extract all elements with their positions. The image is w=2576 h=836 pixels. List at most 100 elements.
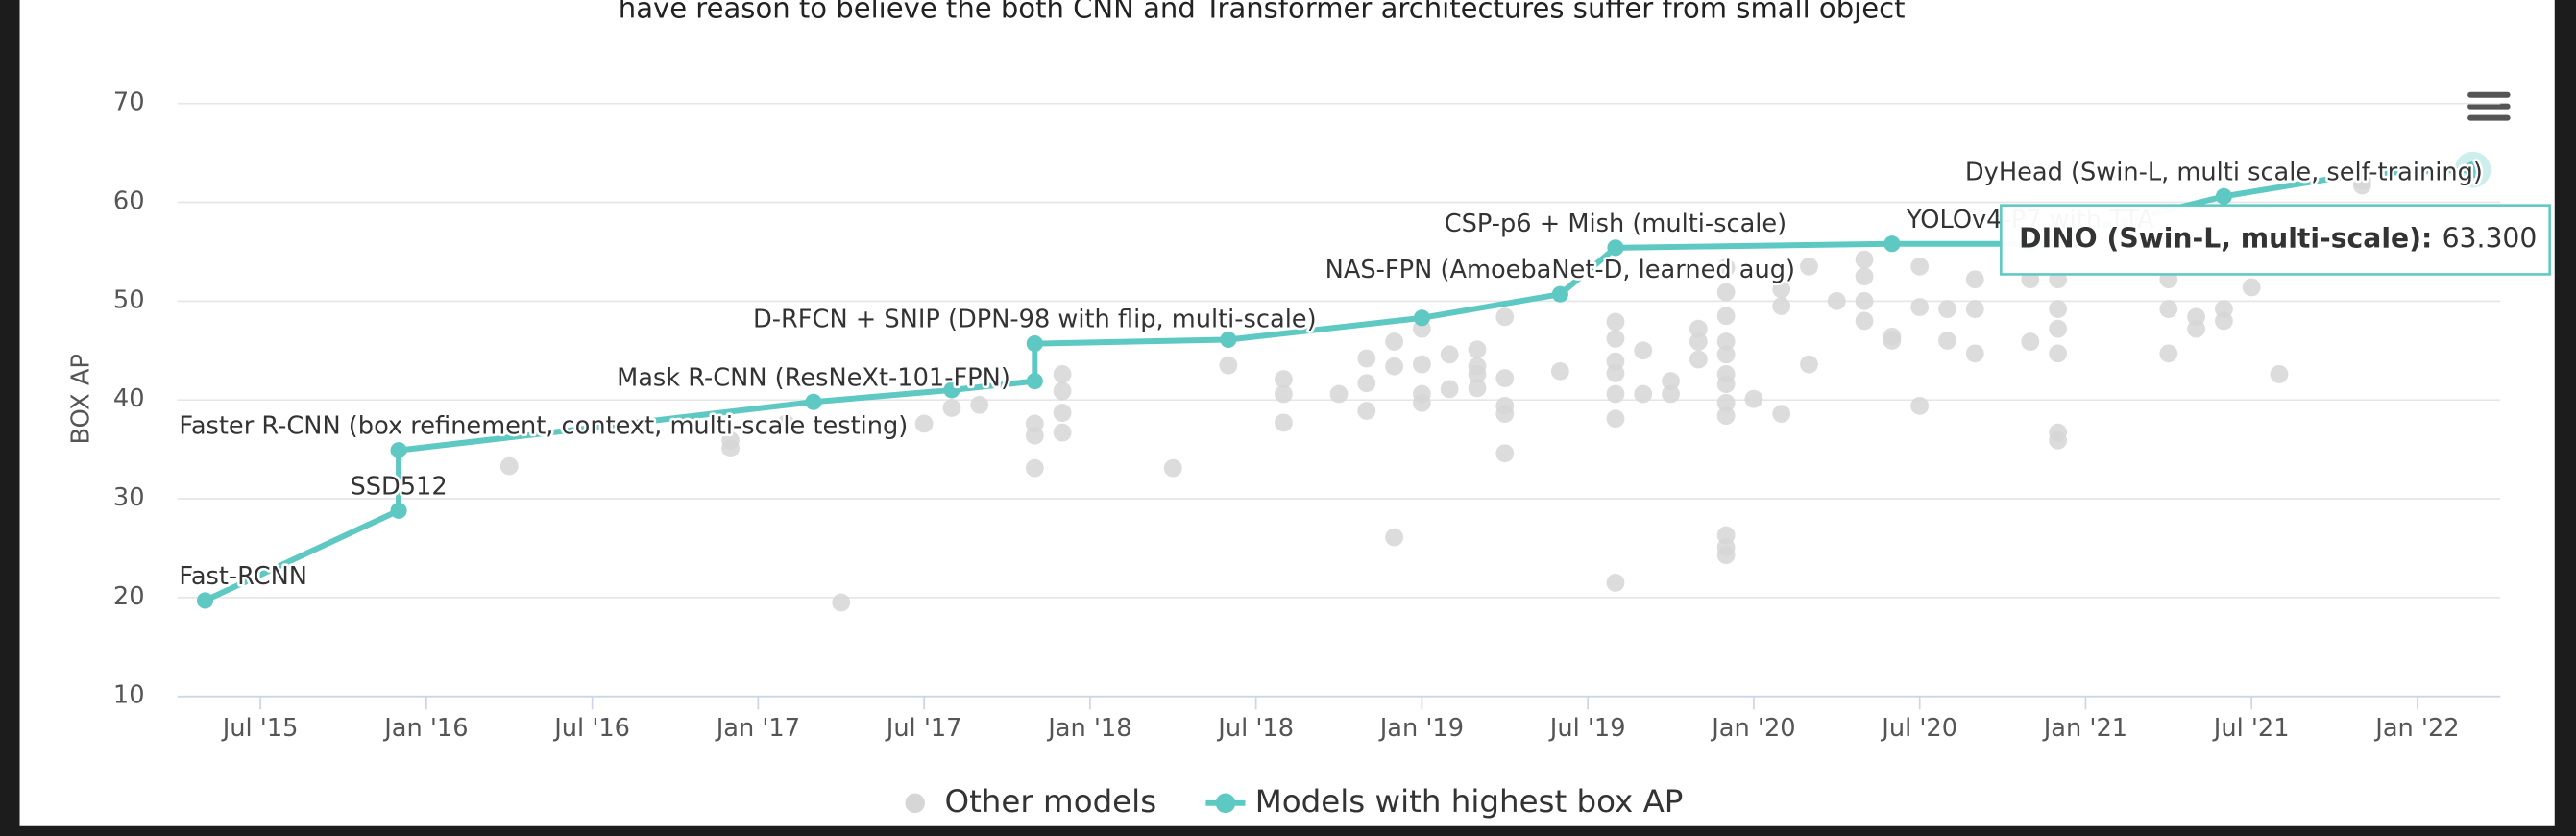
x-tick-label: Jul '20 [1880,714,1957,743]
data-point [1965,270,1984,289]
data-point [1357,349,1376,368]
data-point [1827,291,1846,310]
data-point [1468,379,1487,398]
data-point [1495,444,1515,463]
x-tick-label: Jul '18 [1216,714,1294,743]
x-tick-label: Jan '22 [2373,714,2459,743]
data-point [1440,345,1459,364]
page-text: have reason to believe the both CNN and … [619,0,1906,24]
data-point [1634,341,1653,360]
data-point [1275,370,1293,389]
data-point [1689,332,1708,351]
point-label: CSP-p6 + Mish (multi-scale) [1445,209,1786,238]
tooltip-name: DINO (Swin-L, multi-scale): [2019,223,2432,255]
data-point [2049,300,2068,318]
data-point [1716,393,1736,412]
x-tick-label: Jul '15 [221,714,299,743]
data-point [1716,546,1736,565]
y-tick-label: 30 [113,483,145,512]
data-point [1855,291,1874,310]
data-point [1495,405,1515,423]
data-point [1910,257,1930,276]
data-point [1357,402,1376,420]
point-label: D-RFCN + SNIP (DPN-98 with flip, multi-s… [753,306,1317,334]
data-point [1965,344,1984,363]
x-tick-label: Jan '16 [382,714,468,743]
data-point [1855,267,1874,286]
data-point [1662,372,1680,391]
legend-label[interactable]: Other models [945,783,1157,820]
data-point [1413,309,1430,327]
menu-button[interactable] [2467,91,2511,121]
data-point [1440,380,1459,399]
data-point [2187,307,2206,327]
x-tick-label: Jan '19 [1378,714,1464,743]
point-label: SSD512 [350,472,447,501]
data-point [1053,423,1072,442]
data-point [1800,257,1818,276]
data-point [196,592,214,609]
data-point [1025,426,1044,445]
point-label: Mask R-CNN (ResNeXt-101-FPN) [617,363,1010,392]
data-point [1716,307,1736,326]
data-point [1606,384,1625,404]
data-point [1607,239,1624,257]
data-point [2242,278,2261,297]
data-point [1606,312,1625,332]
x-tick-label: Jan '17 [715,714,800,743]
data-point [2049,430,2068,450]
y-tick-label: 10 [113,681,145,710]
data-point [2464,161,2482,179]
x-tick-label: Jan '18 [1046,714,1131,743]
legend-symbol [905,793,925,814]
menu-bar [2467,114,2511,121]
tooltip-text: DINO (Swin-L, multi-scale): 63.300 [2019,223,2537,255]
data-point [1606,364,1625,382]
data-point [1716,365,1736,383]
data-point [499,456,519,476]
data-point [1275,413,1293,432]
data-point [805,393,822,410]
data-point [942,399,961,417]
data-point [1910,298,1930,316]
data-point [1412,384,1431,404]
data-point [1385,332,1404,351]
data-point [1910,396,1930,415]
data-point [1357,374,1376,393]
tooltip-value: 63.300 [2442,223,2538,255]
data-point [1495,369,1515,387]
x-tick-label: Jul '16 [552,714,630,743]
data-point [1275,384,1293,404]
data-point [1689,319,1708,338]
data-point [1716,258,1736,277]
data-point [1606,409,1625,429]
data-point [1053,404,1072,422]
tooltip: DINO (Swin-L, multi-scale): 63.300 [2000,204,2551,276]
data-point [390,442,407,459]
data-point [2214,300,2233,318]
data-point [1468,357,1487,376]
data-point [2215,187,2232,205]
legend: Other models Models with highest box AP [905,783,1683,820]
data-point [390,502,407,519]
data-point [2159,344,2178,363]
y-tick-label: 40 [113,384,145,413]
x-tick-label: Jan '20 [1710,714,1795,743]
data-point [1800,355,1818,374]
data-point [1026,335,1043,353]
tooltip-box [2000,204,2551,276]
data-point [2021,332,2040,351]
legend-label[interactable]: Models with highest box AP [1255,783,1684,820]
data-point [776,414,795,433]
point-label: NAS-FPN (AmoebaNet-D, learned aug) [1325,256,1795,284]
y-axis-title: BOX AP [67,354,96,444]
data-point [1495,307,1515,327]
menu-bar [2467,103,2511,110]
data-point [1606,574,1625,592]
data-point [1220,331,1237,349]
point-label: Faster R-CNN (box refinement, context, m… [179,412,908,441]
data-point [1938,300,1956,318]
data-point [970,395,989,414]
data-point [1412,355,1431,374]
